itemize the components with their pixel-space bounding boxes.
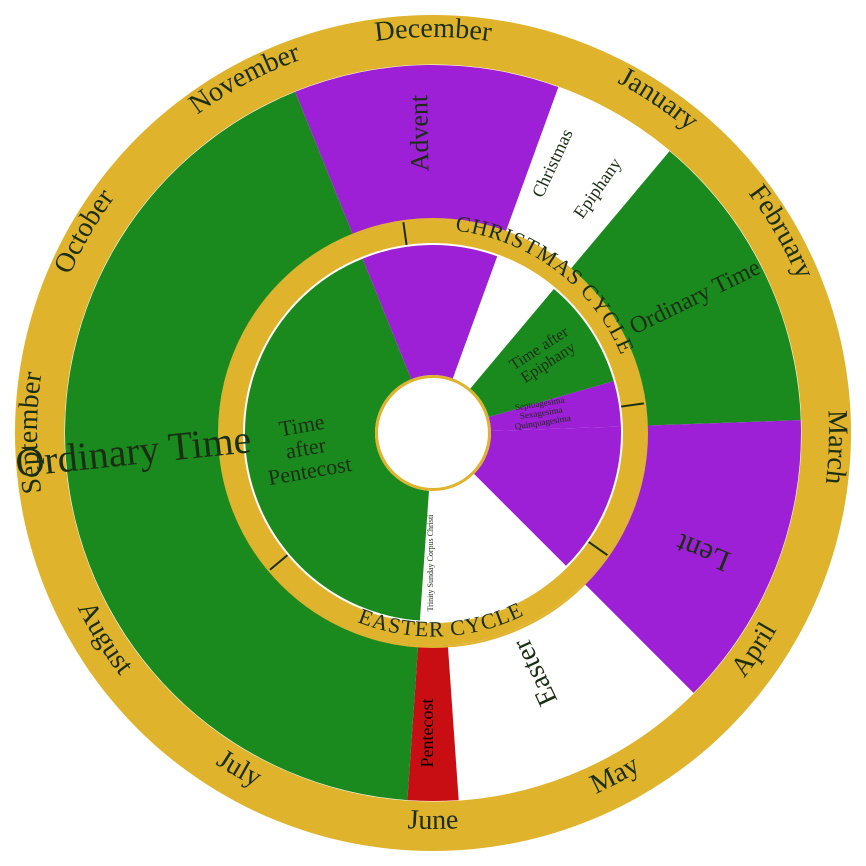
center-hole — [378, 378, 488, 488]
svg-text:Advent: Advent — [404, 94, 434, 172]
liturgical-year-wheel: DecemberJanuaryFebruaryMarchAprilMayJune… — [0, 0, 866, 866]
season-label: Pentecost — [417, 699, 437, 768]
season-label: Advent — [404, 94, 434, 172]
month-june: June — [407, 804, 459, 836]
season-label: Trinity Sunday Corpus Christi — [426, 514, 435, 612]
